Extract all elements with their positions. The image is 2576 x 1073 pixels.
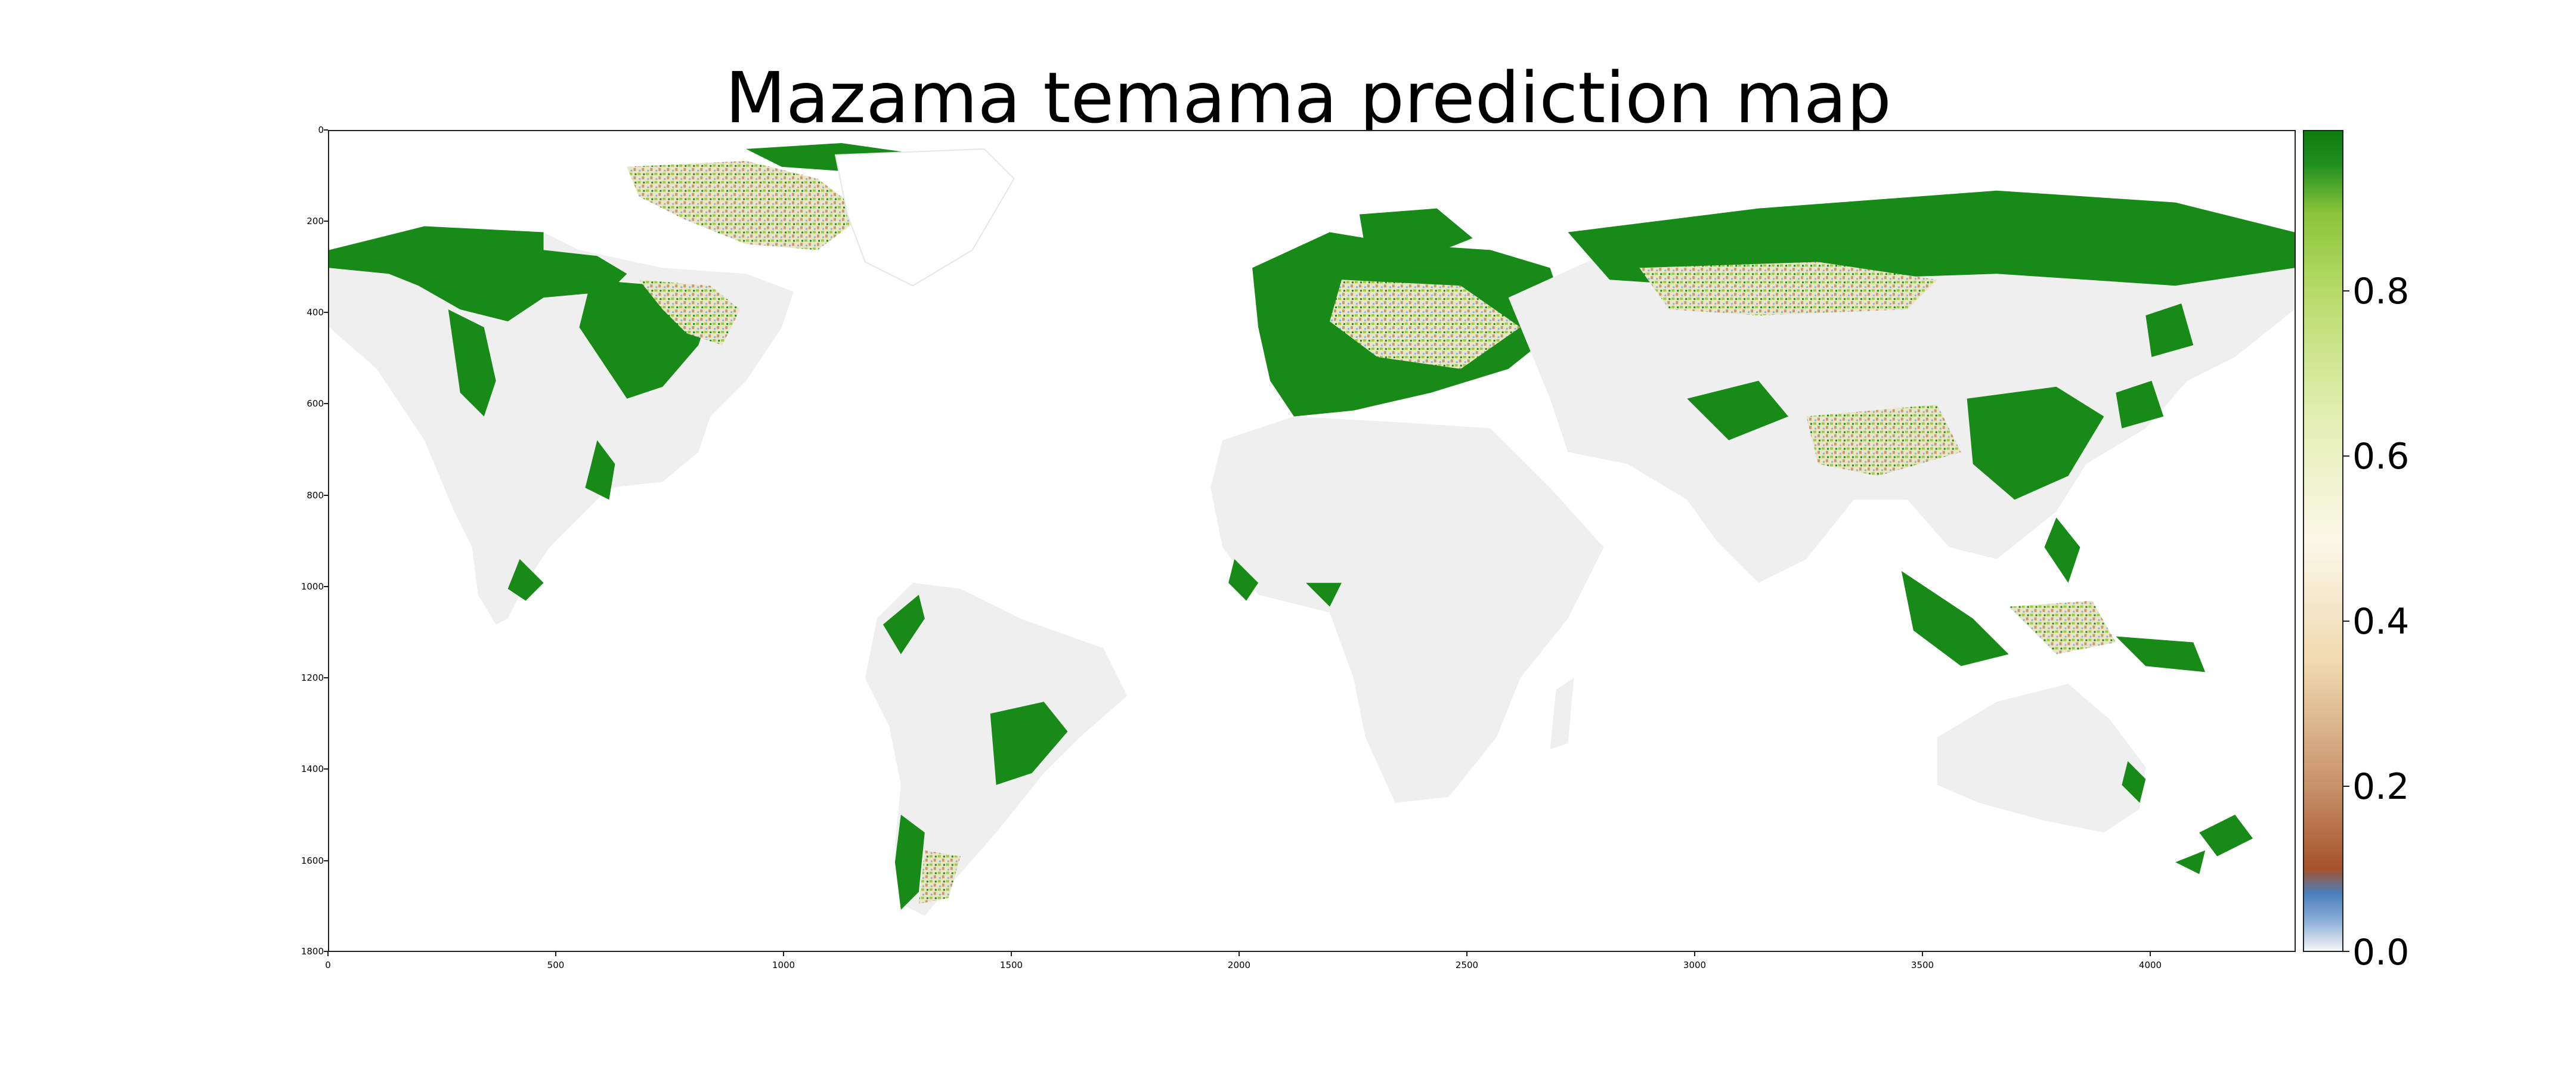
map-title: Mazama temama prediction map <box>0 63 2576 133</box>
colorbar-tick-label: 0.2 <box>2352 769 2409 805</box>
x-tick-mark <box>1239 952 1240 956</box>
x-tick-label: 500 <box>547 960 565 970</box>
y-tick-label: 400 <box>306 307 324 318</box>
arctic-islands <box>627 161 865 250</box>
y-tick-mark <box>324 768 328 770</box>
greenland <box>835 149 1014 286</box>
y-tick-label: 1200 <box>301 672 324 683</box>
x-tick-label: 1000 <box>772 960 795 970</box>
x-tick-mark <box>555 952 556 956</box>
australia <box>1937 684 2146 832</box>
world-map <box>329 131 2295 951</box>
y-tick-mark <box>324 403 328 404</box>
x-tick-label: 2000 <box>1228 960 1250 970</box>
x-tick-mark <box>2150 952 2151 956</box>
x-tick-label: 4000 <box>2139 960 2162 970</box>
southeast-asia <box>1902 571 2009 666</box>
x-tick-mark <box>1466 952 1467 956</box>
colorbar-tick-mark <box>2343 786 2349 787</box>
y-tick-mark <box>324 860 328 861</box>
y-tick-mark <box>324 312 328 313</box>
y-tick-label: 1000 <box>301 581 324 592</box>
colorbar-tick-label: 0.6 <box>2352 439 2409 475</box>
colorbar-tick-mark <box>2343 290 2349 291</box>
y-tick-label: 1800 <box>301 946 324 957</box>
y-tick-label: 800 <box>306 490 324 501</box>
x-tick-mark <box>1694 952 1695 956</box>
y-tick-label: 1600 <box>301 855 324 866</box>
y-tick-label: 1400 <box>301 764 324 774</box>
x-tick-label: 3000 <box>1683 960 1706 970</box>
x-tick-mark <box>1011 952 1012 956</box>
africa <box>1210 417 1603 803</box>
x-tick-label: 2500 <box>1456 960 1478 970</box>
y-tick-label: 600 <box>306 398 324 409</box>
colorbar-tick-label: 0.0 <box>2352 935 2409 970</box>
colorbar-tick-label: 0.4 <box>2352 604 2409 640</box>
y-tick-label: 0 <box>318 125 324 135</box>
x-tick-label: 3500 <box>1911 960 1934 970</box>
colorbar-tick-mark <box>2343 455 2349 457</box>
colorbar-tick-mark <box>2343 621 2349 622</box>
y-tick-mark <box>324 586 328 587</box>
new-zealand <box>2199 815 2253 857</box>
colorbar-tick-mark <box>2343 951 2349 952</box>
y-tick-mark <box>324 129 328 131</box>
colorbar-tick-label: 0.8 <box>2352 274 2409 309</box>
map-plot-area <box>328 130 2296 952</box>
x-tick-mark <box>1922 952 1923 956</box>
colorbar <box>2303 130 2343 952</box>
x-tick-label: 1500 <box>1000 960 1023 970</box>
y-tick-label: 200 <box>306 216 324 227</box>
y-tick-mark <box>324 495 328 496</box>
x-tick-mark <box>783 952 784 956</box>
y-tick-mark <box>324 221 328 222</box>
x-tick-label: 0 <box>325 960 331 970</box>
y-tick-mark <box>324 677 328 678</box>
x-tick-mark <box>327 952 329 956</box>
